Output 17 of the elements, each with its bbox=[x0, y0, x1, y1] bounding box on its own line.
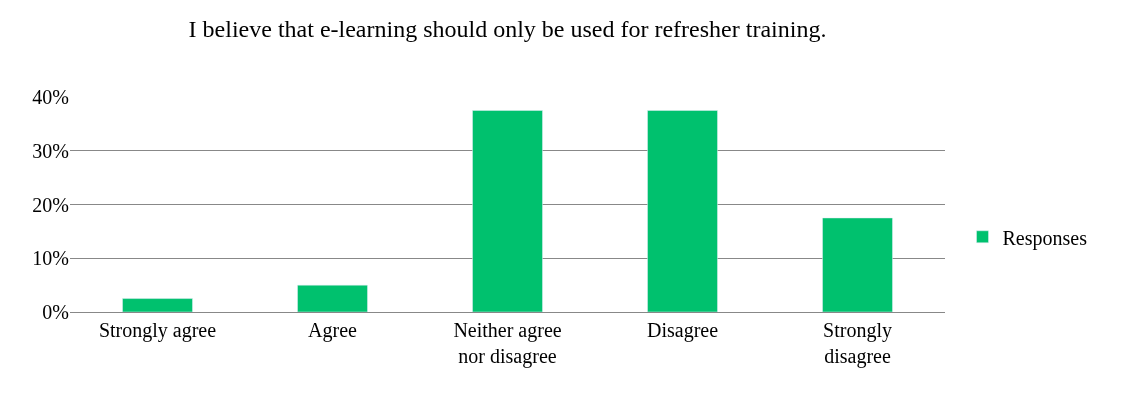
bar bbox=[822, 217, 893, 312]
bar bbox=[647, 110, 718, 312]
x-tick-label: Strongly disagree bbox=[823, 319, 892, 368]
chart-title: I believe that e-learning should only be used for refresher training. bbox=[188, 15, 827, 42]
x-tick-label: Neither agree nor disagree bbox=[453, 319, 562, 368]
bar bbox=[472, 110, 543, 312]
x-tick-label: Disagree bbox=[646, 319, 719, 342]
y-tick-label: 20% bbox=[32, 193, 69, 216]
bar bbox=[297, 284, 368, 312]
y-tick-label: 10% bbox=[32, 247, 69, 270]
bar bbox=[122, 298, 193, 312]
y-tick-label: 40% bbox=[32, 86, 69, 108]
x-tick-label: Agree bbox=[308, 319, 358, 342]
y-tick-label: 30% bbox=[32, 139, 69, 162]
x-tick-label: Strongly agree bbox=[98, 319, 217, 342]
y-tick-label: 0% bbox=[42, 301, 69, 323]
legend-label: Responses bbox=[1002, 226, 1088, 250]
